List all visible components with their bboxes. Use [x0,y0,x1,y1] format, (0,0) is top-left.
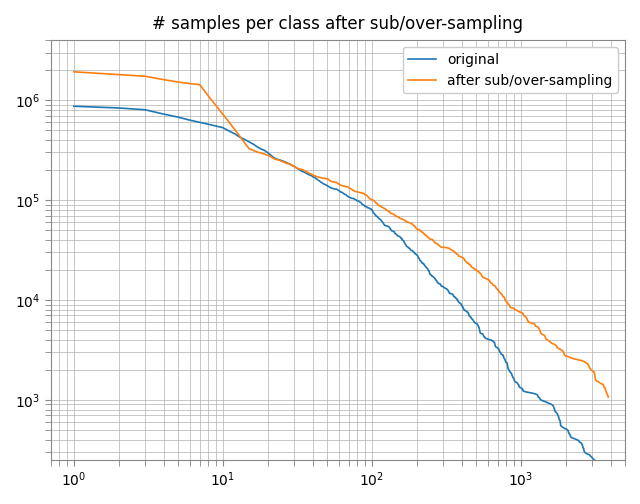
Line: after sub/over-sampling: after sub/over-sampling [74,72,608,397]
original [604,481,612,487]
original [449,291,456,297]
original [520,388,527,394]
after sub/over-sampling [585,363,593,369]
Line: original: original [74,106,608,484]
after sub/over-sampling [595,379,602,385]
after sub/over-sampling [520,311,527,318]
original [585,452,593,458]
original [516,385,524,391]
after sub/over-sampling [70,69,77,75]
after sub/over-sampling [602,389,610,395]
original [70,103,77,109]
after sub/over-sampling [604,394,612,400]
Title: # samples per class after sub/over-sampling: # samples per class after sub/over-sampl… [152,15,524,33]
Legend: original, after sub/over-sampling: original, after sub/over-sampling [403,47,618,93]
after sub/over-sampling [516,309,524,315]
original [595,460,602,466]
original [602,475,610,481]
after sub/over-sampling [449,247,456,254]
